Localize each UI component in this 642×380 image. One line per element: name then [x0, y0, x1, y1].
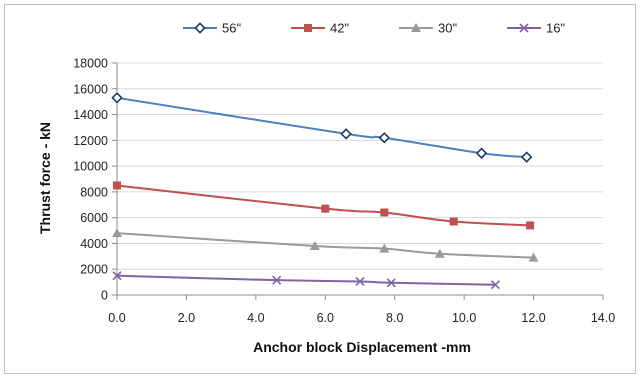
y-axis-title: Thrust force - kN — [37, 122, 53, 234]
data-point — [526, 221, 535, 230]
data-point — [355, 276, 365, 287]
x-tick-label: 4.0 — [247, 311, 264, 325]
legend-item: 30" — [399, 21, 457, 36]
x-tick-labels: 0.0 2.0 4.0 6.0 8.0 10.0 12.0 14.0 — [108, 311, 615, 325]
data-point — [379, 243, 390, 253]
y-tick-label: 12000 — [73, 134, 108, 148]
legend-label: 30" — [438, 21, 457, 36]
y-tick-labels: 0 2000 4000 6000 8000 10000 12000 14000 16000 180… — [73, 57, 108, 303]
legend-item: 42" — [291, 21, 349, 36]
gridlines — [117, 62, 603, 270]
x-tick-label: 2.0 — [178, 311, 195, 325]
data-point — [449, 217, 458, 226]
data-point — [490, 280, 500, 290]
legend-label: 16" — [546, 21, 565, 36]
series-line — [116, 274, 496, 286]
chart-frame — [4, 4, 636, 374]
legend-label: 42" — [330, 21, 349, 36]
data-point — [113, 181, 121, 190]
series-2 — [112, 228, 539, 262]
y-tick-label: 4000 — [80, 237, 108, 251]
x-tick-label: 6.0 — [317, 311, 334, 325]
x-axis-title: Anchor block Displacement -mm — [253, 339, 471, 355]
data-point — [309, 241, 320, 251]
series-group — [111, 92, 539, 290]
data-point — [528, 252, 539, 262]
series-3 — [112, 271, 500, 290]
y-tick-label: 8000 — [80, 185, 108, 199]
legend-item: 16" — [507, 21, 565, 36]
y-tick-label: 18000 — [73, 57, 108, 71]
y-tick-label: 14000 — [73, 108, 108, 122]
y-tick-label: 6000 — [80, 211, 108, 225]
series-line — [116, 96, 527, 159]
data-point — [434, 248, 445, 258]
series-0 — [111, 92, 533, 163]
data-point — [112, 228, 122, 238]
data-point — [272, 275, 282, 285]
data-point — [380, 208, 389, 217]
series-1 — [113, 181, 535, 230]
data-point — [112, 271, 122, 281]
y-tick-label: 10000 — [73, 160, 108, 174]
legend-marker — [519, 23, 529, 33]
x-tick-label: 10.0 — [452, 311, 476, 325]
axes — [112, 62, 604, 300]
y-tick-label: 2000 — [80, 263, 108, 277]
x-tick-label: 0.0 — [108, 311, 125, 325]
series-line — [116, 184, 531, 227]
legend-item: 56" — [183, 21, 241, 36]
data-point — [386, 278, 396, 288]
x-tick-label: 14.0 — [591, 311, 615, 325]
data-point — [340, 128, 352, 140]
data-point — [321, 204, 330, 213]
data-point — [111, 92, 123, 104]
x-tick-label: 12.0 — [521, 311, 545, 325]
data-point — [378, 132, 391, 144]
legend-marker — [194, 22, 206, 34]
legend: 56" 42" 30" 16" — [183, 21, 565, 36]
legend-marker — [304, 24, 312, 32]
y-tick-label: 0 — [101, 289, 108, 303]
y-tick-label: 16000 — [73, 82, 108, 96]
x-tick-label: 8.0 — [386, 311, 403, 325]
data-point — [520, 151, 533, 163]
series-line — [116, 232, 534, 259]
legend-label: 56" — [222, 21, 241, 36]
data-point — [475, 147, 488, 159]
legend-marker — [411, 23, 421, 32]
